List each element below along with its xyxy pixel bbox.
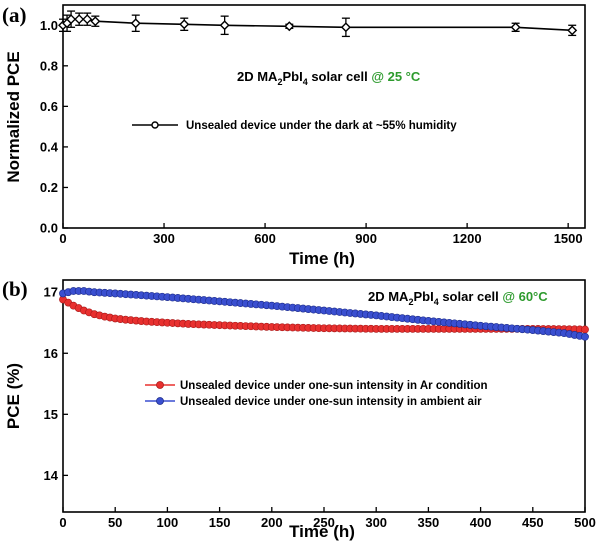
y-tick-label: 0.2 xyxy=(40,180,58,195)
panel-a-ylabel: Normalized PCE xyxy=(4,51,23,182)
data-point xyxy=(510,22,521,33)
y-tick-label: 15 xyxy=(44,407,58,422)
x-tick-label: 1200 xyxy=(453,231,482,246)
y-tick-label: 0.8 xyxy=(40,58,58,73)
legend-a-label: Unsealed device under the dark at ~55% h… xyxy=(186,120,457,132)
x-tick-label: 300 xyxy=(365,515,387,530)
legend-b-ar-marker xyxy=(156,381,164,389)
y-tick-label: 1.0 xyxy=(40,18,58,33)
panel-a: (a) 0 300 600 900 1200 1500 0.0 0.2 0.4 0.6 0.8 1.0… xyxy=(2,3,586,268)
y-tick-label: 0.4 xyxy=(40,139,59,154)
x-tick-label: 1500 xyxy=(554,231,583,246)
x-tick-label: 50 xyxy=(108,515,122,530)
legend-b-air-label: Unsealed device under one-sun intensity … xyxy=(180,396,482,408)
data-point xyxy=(581,332,589,341)
data-point xyxy=(179,19,190,30)
legend-b-ar-label: Unsealed device under one-sun intensity … xyxy=(180,380,488,392)
panel-a-title: 2D MA2PbI4 solar cell @ 25 °C xyxy=(237,69,421,87)
panel-a-legend: Unsealed device under the dark at ~55% h… xyxy=(132,120,457,132)
x-tick-label: 150 xyxy=(209,515,231,530)
data-point xyxy=(66,14,77,25)
data-point xyxy=(567,25,578,36)
x-tick-label: 300 xyxy=(153,231,175,246)
data-point xyxy=(581,325,589,334)
y-tick-label: 0.0 xyxy=(40,221,58,236)
x-tick-label: 350 xyxy=(418,515,440,530)
x-tick-label: 600 xyxy=(254,231,276,246)
data-point xyxy=(219,20,230,31)
data-point xyxy=(82,14,93,25)
panel-a-frame xyxy=(62,4,586,229)
x-tick-label: 250 xyxy=(313,515,335,530)
legend-b-air-marker xyxy=(156,397,164,405)
x-tick-label: 900 xyxy=(355,231,377,246)
data-point xyxy=(284,21,295,32)
y-tick-label: 0.6 xyxy=(40,99,58,114)
x-tick-label: 450 xyxy=(522,515,544,530)
data-point xyxy=(130,18,141,29)
x-tick-label: 0 xyxy=(59,231,66,246)
x-tick-label: 500 xyxy=(574,515,596,530)
panel-b-label: (b) xyxy=(2,277,28,301)
x-tick-label: 400 xyxy=(470,515,492,530)
panel-b: (b) 0 50 100 150 200 250 300 350 400 450 500 14 15 16… xyxy=(2,277,596,541)
x-tick-label: 200 xyxy=(261,515,283,530)
series-line xyxy=(62,18,573,32)
panel-b-title: 2D MA2PbI4 solar cell @ 60°C xyxy=(368,289,548,307)
panel-b-xlabel: Time (h) xyxy=(289,522,355,541)
x-tick-label: 100 xyxy=(157,515,179,530)
legend-a-marker xyxy=(151,121,159,129)
panel-b-legend: Unsealed device under one-sun intensity … xyxy=(145,380,488,408)
data-point xyxy=(90,16,101,27)
data-point xyxy=(74,14,85,25)
panel-a-xlabel: Time (h) xyxy=(289,249,355,268)
panel-a-label: (a) xyxy=(2,3,27,27)
y-tick-label: 16 xyxy=(44,346,58,361)
data-point xyxy=(340,22,351,33)
y-tick-label: 17 xyxy=(44,285,58,300)
x-tick-label: 0 xyxy=(59,515,66,530)
y-tick-label: 14 xyxy=(44,468,59,483)
panel-b-ylabel: PCE (%) xyxy=(4,363,23,429)
